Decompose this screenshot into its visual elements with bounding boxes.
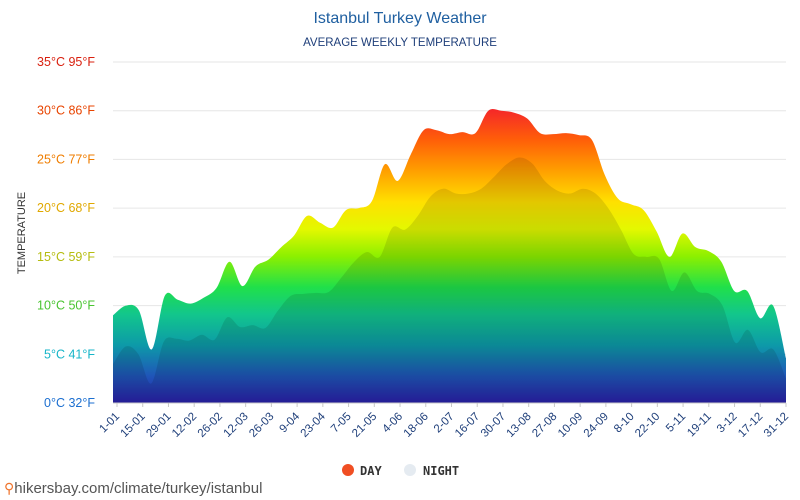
x-tick-label: 21-05 [350, 411, 379, 440]
x-tick-label: 16-07 [453, 411, 482, 440]
plot-area [113, 108, 786, 404]
y-axis-label: TEMPERATURE [16, 192, 28, 274]
legend[interactable]: DAY NIGHT [342, 464, 459, 478]
map-pin-icon: ⚲ [4, 480, 15, 496]
x-tick-label: 12-03 [222, 411, 251, 440]
y-tick-label: 20°C 68°F [37, 201, 95, 215]
y-tick-label: 10°C 50°F [37, 299, 95, 313]
footer-link[interactable]: ⚲hikersbay.com/climate/turkey/istanbul [4, 480, 262, 497]
footer-url: hikersbay.com/climate/turkey/istanbul [14, 480, 263, 497]
day-series-area[interactable] [113, 108, 786, 404]
legend-label-day: DAY [360, 464, 382, 478]
x-tick-label: 30-07 [479, 411, 508, 440]
y-tick-label: 5°C 41°F [44, 347, 95, 361]
x-tick-label: 24-09 [582, 411, 611, 440]
chart-subtitle: AVERAGE WEEKLY TEMPERATURE [303, 37, 497, 49]
x-tick-label: 12-02 [170, 411, 199, 440]
x-tick-label: 10-09 [556, 411, 585, 440]
legend-item-day[interactable]: DAY [342, 464, 382, 478]
night-series-area[interactable] [113, 157, 786, 403]
y-tick-label: 30°C 86°F [37, 104, 95, 118]
legend-item-night[interactable]: NIGHT [404, 464, 459, 478]
x-tick-label: 29-01 [144, 411, 173, 440]
x-tick-label: 23-04 [299, 410, 329, 440]
x-tick-label: 19-11 [685, 411, 714, 440]
x-tick-label: 26-03 [247, 411, 276, 440]
x-tick-label: 27-08 [530, 411, 559, 440]
x-tick-label: 15-01 [119, 411, 148, 440]
x-tick-label: 13-08 [505, 411, 534, 440]
y-tick-label: 0°C 32°F [44, 396, 95, 410]
y-tick-label: 25°C 77°F [37, 152, 95, 166]
legend-label-night: NIGHT [423, 464, 459, 478]
x-tick-label: 22-10 [633, 411, 662, 440]
x-tick-label: 26-02 [196, 411, 225, 440]
x-tick-label: 31-12 [762, 411, 791, 440]
x-tick-label: 17-12 [736, 411, 765, 440]
legend-swatch-night [404, 464, 416, 476]
x-tick-label: 18-06 [402, 411, 431, 440]
chart-title: Istanbul Turkey Weather [313, 10, 487, 27]
y-tick-label: 15°C 59°F [37, 250, 95, 264]
legend-swatch-day [342, 464, 354, 476]
y-tick-label: 35°C 95°F [37, 55, 95, 69]
y-tick-labels: 0°C 32°F 5°C 41°F 10°C 50°F 15°C 59°F 20°C 6… [37, 55, 95, 410]
